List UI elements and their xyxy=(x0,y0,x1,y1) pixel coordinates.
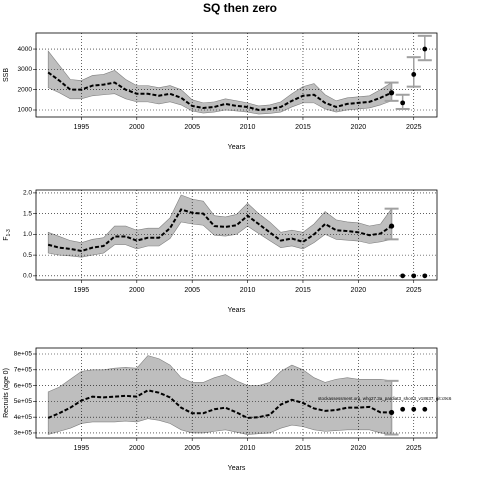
x-tick-label: 2015 xyxy=(295,124,311,131)
figure-title: SQ then zero xyxy=(203,1,277,15)
x-tick-label: 2015 xyxy=(295,445,311,452)
x-tick-label: 1995 xyxy=(74,287,90,294)
x-tick-label: 2020 xyxy=(351,124,367,131)
panel: 1995 2000 2005 2010 2015 2020 2025 1000 2000 3000… xyxy=(3,32,438,151)
x-tick-label: 2010 xyxy=(240,445,256,452)
y-tick-label: 3000 xyxy=(18,66,33,73)
x-tick-label: 2000 xyxy=(129,124,145,131)
projection-point xyxy=(422,273,428,279)
x-tick-label: 2005 xyxy=(184,287,200,294)
confidence-band xyxy=(47,194,392,258)
x-tick-label: 2010 xyxy=(240,287,256,294)
estimate-line xyxy=(47,208,393,252)
y-tick-label: 2.0 xyxy=(23,190,32,197)
x-axis-label: Years xyxy=(228,307,246,314)
last-point xyxy=(388,409,395,416)
x-axis-label: Years xyxy=(228,465,246,472)
x-tick-label: 1995 xyxy=(74,124,90,131)
last-point xyxy=(388,223,395,229)
confidence-band xyxy=(47,355,392,435)
confidence-band xyxy=(47,50,392,115)
annotation: stockassessment.org, whg27.3a_pardiat3_s… xyxy=(318,396,452,401)
y-axis-label-main: F xyxy=(3,236,10,240)
x-tick-label: 2005 xyxy=(184,445,200,452)
projection-point xyxy=(411,406,417,412)
y-tick-label: 8e+05 xyxy=(14,351,33,358)
estimate-line xyxy=(47,71,392,112)
projection-point xyxy=(422,46,428,52)
projection-point xyxy=(411,273,417,279)
y-tick-label: 1.0 xyxy=(23,231,32,238)
y-tick-label: 5e+05 xyxy=(14,398,33,405)
y-axis-label: Recruits (age 0) xyxy=(3,368,10,418)
y-tick-label: 4000 xyxy=(18,46,33,53)
x-axis-label: Years xyxy=(228,144,246,151)
x-tick-label: 2020 xyxy=(351,287,367,294)
projection-point xyxy=(422,406,428,412)
y-tick-label: 6e+05 xyxy=(14,382,33,389)
y-tick-label: 0.5 xyxy=(23,252,32,259)
y-axis-label-main: SSB xyxy=(3,68,10,82)
panel: 1995 2000 2005 2010 2015 2020 2025 0.0 0.5 1.0 1.5… xyxy=(3,189,438,314)
y-tick-label: 7e+05 xyxy=(14,367,33,374)
projection-point xyxy=(400,273,406,279)
x-tick-label: 2005 xyxy=(184,124,200,131)
y-axis-label-main: Recruits (age 0) xyxy=(3,368,10,418)
projection-point xyxy=(400,100,406,106)
x-tick-label: 2025 xyxy=(406,445,422,452)
plot-frame xyxy=(35,347,438,439)
y-axis-label: SSB xyxy=(3,68,10,82)
y-tick-label: 1000 xyxy=(18,107,33,114)
x-tick-label: 1995 xyxy=(74,445,90,452)
x-tick-label: 2000 xyxy=(129,287,145,294)
x-tick-label: 2025 xyxy=(406,124,422,131)
y-tick-label: 3e+05 xyxy=(14,430,33,437)
y-tick-label: 4e+05 xyxy=(14,414,33,421)
plot-frame xyxy=(35,32,438,118)
x-tick-label: 2020 xyxy=(351,445,367,452)
projection-point xyxy=(400,406,406,412)
y-axis-label-sub: 1-3 xyxy=(6,229,12,236)
x-tick-label: 2010 xyxy=(240,124,256,131)
projection-point xyxy=(411,72,417,77)
y-tick-label: 1.5 xyxy=(23,210,32,217)
y-axis-label: F1-3 xyxy=(3,229,12,241)
plot-frame xyxy=(35,189,438,281)
panel: 1995 2000 2005 2010 2015 2020 2025 3e+05 4e+05 5e… xyxy=(3,347,452,472)
x-tick-label: 2015 xyxy=(295,287,311,294)
x-tick-label: 2025 xyxy=(406,287,422,294)
x-tick-label: 2000 xyxy=(129,445,145,452)
estimate-line xyxy=(47,389,392,419)
y-tick-label: 2000 xyxy=(18,86,33,93)
y-tick-label: 0.0 xyxy=(23,273,32,280)
last-point xyxy=(388,90,395,96)
